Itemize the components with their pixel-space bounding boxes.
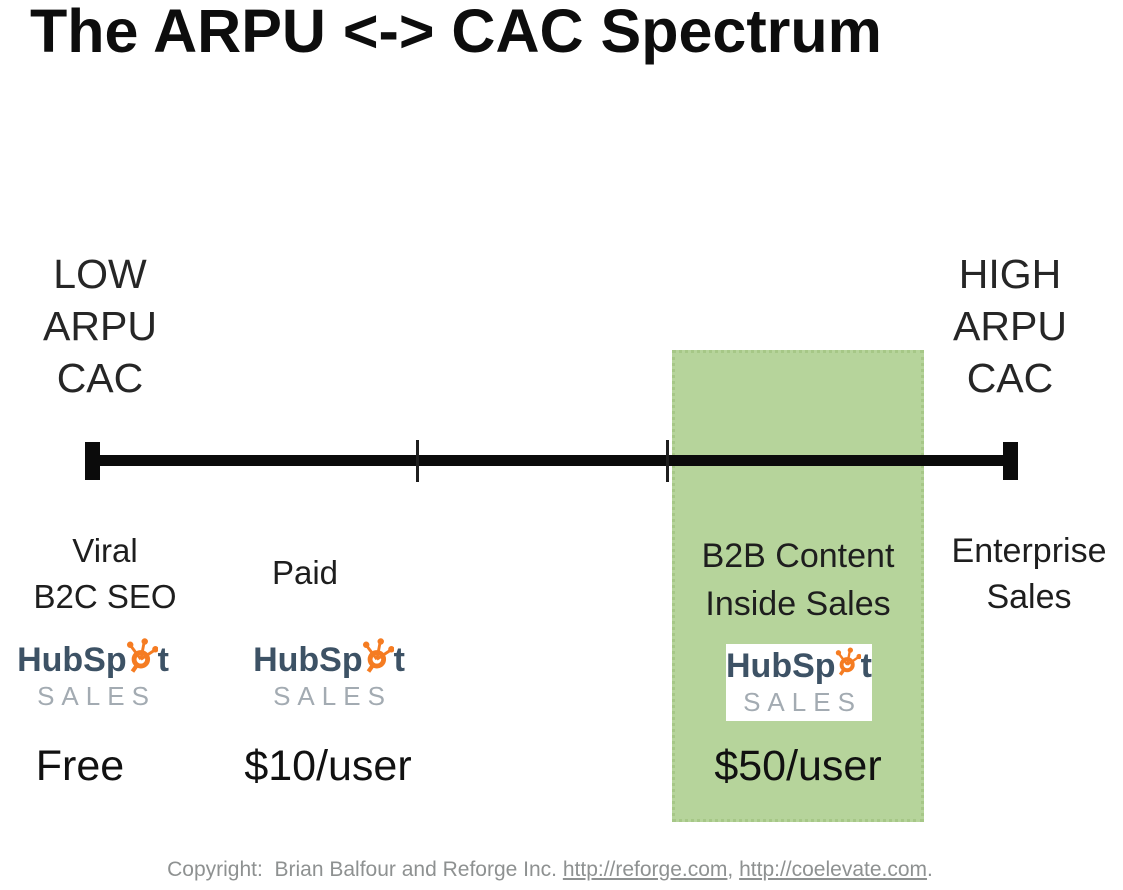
hubspot-sales-subtext: SALES: [743, 687, 862, 718]
hubspot-wordmark: HubSp t: [250, 638, 408, 680]
column-label-viral-b2c-seo: Viral B2C SEO: [10, 528, 200, 620]
hubspot-wordmark-text: t: [393, 641, 405, 680]
high-label-line: ARPU: [953, 303, 1067, 349]
hubspot-wordmark-text: HubSp: [253, 641, 363, 680]
price-10-user: $10/user: [244, 742, 412, 790]
reforge-link[interactable]: http://reforge.com: [562, 858, 728, 881]
hubspot-sales-subtext: SALES: [273, 681, 392, 712]
page-title: The ARPU <-> CAC Spectrum: [30, 0, 882, 65]
hubspot-sprocket-icon: [362, 638, 395, 673]
column-label-line: Sales: [986, 578, 1072, 616]
price-50-user: $50/user: [714, 742, 882, 790]
high-arpu-cac-label: HIGH ARPU CAC: [940, 248, 1080, 404]
low-arpu-cac-label: LOW ARPU CAC: [30, 248, 170, 404]
spectrum-axis-line: [87, 455, 1017, 466]
copyright-separator: ,: [727, 858, 740, 881]
hubspot-sales-subtext: SALES: [37, 681, 156, 712]
hubspot-sprocket-icon: [835, 647, 862, 676]
hubspot-wordmark: HubSp t: [14, 638, 172, 680]
copyright-text: Copyright: Brian Balfour and Reforge Inc…: [167, 858, 563, 881]
column-label-line: B2C SEO: [33, 578, 177, 615]
low-label-line: CAC: [56, 355, 144, 401]
low-label-line: LOW: [53, 251, 147, 297]
b2b-highlight-box: [672, 350, 924, 822]
hubspot-wordmark-text: HubSp: [726, 647, 836, 686]
high-label-line: HIGH: [958, 251, 1062, 297]
high-label-line: CAC: [966, 355, 1054, 401]
column-label-line: B2B Content: [701, 537, 895, 575]
column-label-b2b-content-inside-sales: B2B Content Inside Sales: [675, 532, 921, 628]
hubspot-sprocket-icon: [126, 638, 159, 673]
price-free: Free: [35, 742, 125, 790]
hubspot-wordmark-text: t: [860, 647, 872, 686]
column-label-line: Viral: [72, 532, 138, 569]
low-label-line: ARPU: [43, 303, 157, 349]
column-label-line: Enterprise: [951, 532, 1107, 570]
hubspot-sales-logo: HubSp t SALES: [250, 638, 408, 712]
hubspot-sales-logo: HubSp t SALES: [14, 638, 172, 712]
axis-left-endcap: [85, 442, 100, 480]
hubspot-wordmark: HubSp t: [726, 646, 872, 686]
copyright-suffix: .: [927, 858, 933, 881]
column-label-line: Paid: [271, 554, 339, 591]
hubspot-wordmark-text: HubSp: [17, 641, 127, 680]
column-label-paid: Paid: [230, 550, 380, 596]
column-label-line: Inside Sales: [705, 585, 891, 623]
axis-right-endcap: [1003, 442, 1018, 480]
axis-tick: [666, 440, 669, 482]
axis-tick: [416, 440, 419, 482]
hubspot-sales-logo: HubSp t SALES: [726, 644, 872, 722]
hubspot-wordmark-text: t: [157, 641, 169, 680]
coelevate-link[interactable]: http://coelevate.com: [739, 858, 928, 881]
copyright-footer: Copyright: Brian Balfour and Reforge Inc…: [0, 858, 1100, 882]
column-label-enterprise-sales: Enterprise Sales: [935, 528, 1123, 620]
